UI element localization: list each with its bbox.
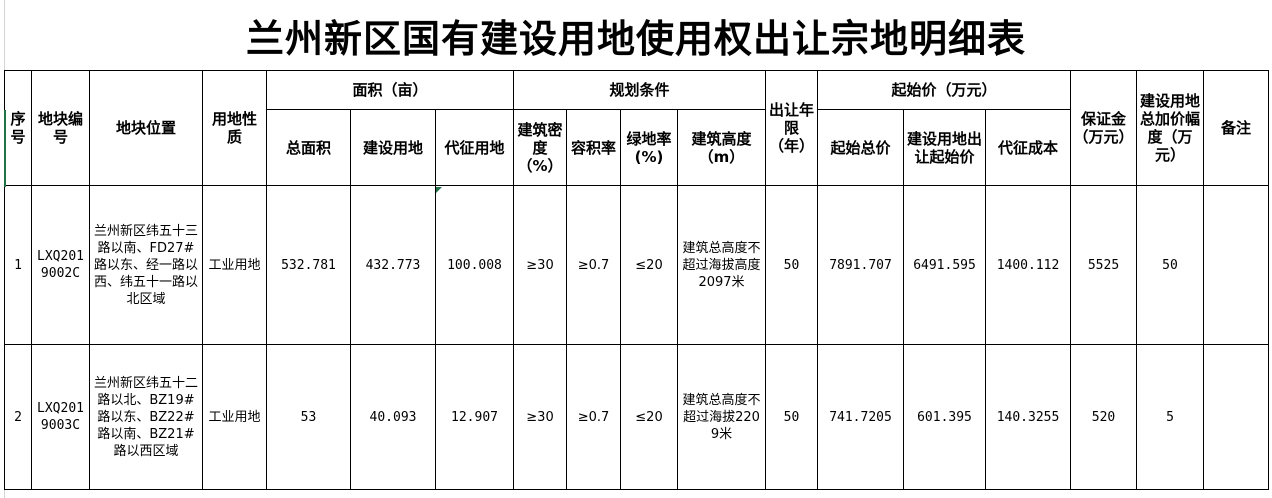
header-construction-start[interactable]: 建设用地出让起始价 [903,109,986,186]
cell-start-total[interactable]: 741.7205 [817,344,904,490]
cell-increment[interactable]: 5 [1136,344,1204,490]
header-remarks[interactable]: 备注 [1203,70,1269,186]
cell-start-total[interactable]: 7891.707 [817,185,904,345]
cell-remarks[interactable] [1203,344,1269,490]
cell-term[interactable]: 50 [765,185,818,345]
sheet-title: 兰州新区国有建设用地使用权出让宗地明细表 [245,16,1026,61]
header-building-height[interactable]: 建筑高度（m） [677,109,766,186]
cell-building-height[interactable]: 建筑总高度不超过海拔2209米 [677,344,766,490]
cell-construction-land[interactable]: 432.773 [350,185,436,345]
header-land-use[interactable]: 用地性质 [202,70,267,186]
cell-construction-land[interactable]: 40.093 [350,344,436,490]
cell-building-density[interactable]: ≥30 [513,185,567,345]
cell-expropriation-land[interactable]: 100.008 [435,185,514,345]
cell-parcel-no[interactable]: LXQ2019003C [31,344,90,490]
header-construction-land[interactable]: 建设用地 [350,109,436,186]
header-expropriation-cost[interactable]: 代征成本 [985,109,1071,186]
header-deposit[interactable]: 保证金（万元） [1070,70,1137,186]
header-price-group[interactable]: 起始价（万元） [817,70,1071,110]
header-expropriation-land[interactable]: 代征用地 [435,109,514,186]
cell-green-ratio[interactable]: ≤20 [620,344,678,490]
cell-location[interactable]: 兰州新区纬五十二路以北、BZ19#路以东、BZ22#路以南、BZ21#路以西区域 [89,344,203,490]
cell-construction-start[interactable]: 6491.595 [903,185,986,345]
cell-building-height[interactable]: 建筑总高度不超过海拔高度2097米 [677,185,766,345]
header-location[interactable]: 地块位置 [89,70,203,186]
cell-plot-ratio[interactable]: ≥0.7 [566,344,621,490]
table-row: 1 LXQ2019002C 兰州新区纬五十三路以南、FD27#路以东、经一路以西… [4,185,1269,345]
header-plot-ratio[interactable]: 容积率 [566,109,621,186]
header-seq[interactable]: 序号 [4,70,32,186]
cell-land-use[interactable]: 工业用地 [202,185,267,345]
cell-expropriation-cost[interactable]: 140.3255 [985,344,1071,490]
cell-parcel-no[interactable]: LXQ2019002C [31,185,90,345]
header-start-total[interactable]: 起始总价 [817,109,904,186]
cell-remarks[interactable] [1203,185,1269,345]
header-green-ratio[interactable]: 绿地率(%) [620,109,678,186]
cell-construction-start[interactable]: 601.395 [903,344,986,490]
cell-total-area[interactable]: 532.781 [266,185,351,345]
cell-expropriation-cost[interactable]: 1400.112 [985,185,1071,345]
cell-seq[interactable]: 1 [4,185,32,345]
cell-plot-ratio[interactable]: ≥0.7 [566,185,621,345]
cell-total-area[interactable]: 53 [266,344,351,490]
cell-comment-marker [436,187,442,193]
cell-location[interactable]: 兰州新区纬五十三路以南、FD27#路以东、经一路以西、纬五十一路以北区域 [89,185,203,345]
cell-increment[interactable]: 50 [1136,185,1204,345]
header-term[interactable]: 出让年限（年） [765,70,818,186]
parcel-table: 序号 地块编号 地块位置 用地性质 面积（亩） 规划条件 出让年限（年） 起始价… [4,70,1269,490]
cell-green-ratio[interactable]: ≤20 [620,185,678,345]
header-increment[interactable]: 建设用地总加价幅度（万元） [1136,70,1204,186]
cell-term[interactable]: 50 [765,344,818,490]
cell-deposit[interactable]: 5525 [1070,185,1137,345]
cell-seq[interactable]: 2 [4,344,32,490]
table-row: 2 LXQ2019003C 兰州新区纬五十二路以北、BZ19#路以东、BZ22#… [4,344,1269,490]
cell-deposit[interactable]: 520 [1070,344,1137,490]
cell-land-use[interactable]: 工业用地 [202,344,267,490]
cell-building-density[interactable]: ≥30 [513,344,567,490]
header-parcel-no[interactable]: 地块编号 [31,70,90,186]
cell-expropriation-land[interactable]: 12.907 [435,344,514,490]
header-building-density[interactable]: 建筑密度（%） [513,109,567,186]
header-planning-group[interactable]: 规划条件 [513,70,766,110]
header-total-area[interactable]: 总面积 [266,109,351,186]
selection-indicator [4,110,6,187]
header-area-group[interactable]: 面积（亩） [266,70,514,110]
